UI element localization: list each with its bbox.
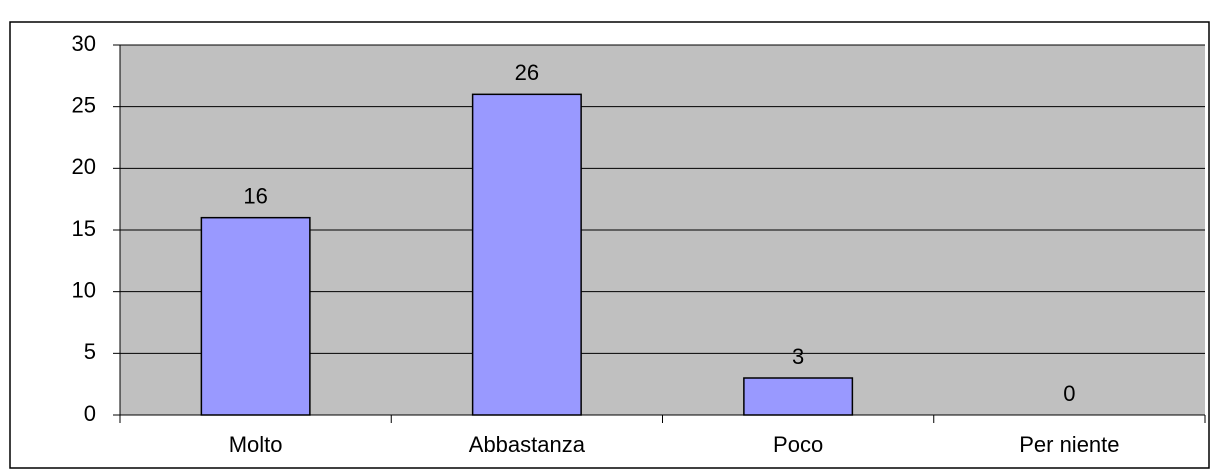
bar bbox=[471, 93, 582, 416]
x-tick-label: Abbastanza bbox=[469, 432, 586, 457]
y-tick-label: 30 bbox=[72, 31, 96, 56]
data-label: 16 bbox=[243, 183, 267, 208]
x-tick-label: Per niente bbox=[1019, 432, 1119, 457]
data-label: 26 bbox=[515, 60, 539, 85]
y-tick-label: 15 bbox=[72, 216, 96, 241]
bar bbox=[200, 216, 311, 416]
bar bbox=[743, 377, 854, 416]
data-label: 0 bbox=[1063, 381, 1075, 406]
y-tick-label: 0 bbox=[84, 401, 96, 426]
y-tick-label: 25 bbox=[72, 92, 96, 117]
y-tick-label: 5 bbox=[84, 339, 96, 364]
x-tick-label: Poco bbox=[773, 432, 823, 457]
data-label: 3 bbox=[792, 344, 804, 369]
x-tick-label: Molto bbox=[229, 432, 283, 457]
y-tick-label: 20 bbox=[72, 154, 96, 179]
y-tick-label: 10 bbox=[72, 277, 96, 302]
